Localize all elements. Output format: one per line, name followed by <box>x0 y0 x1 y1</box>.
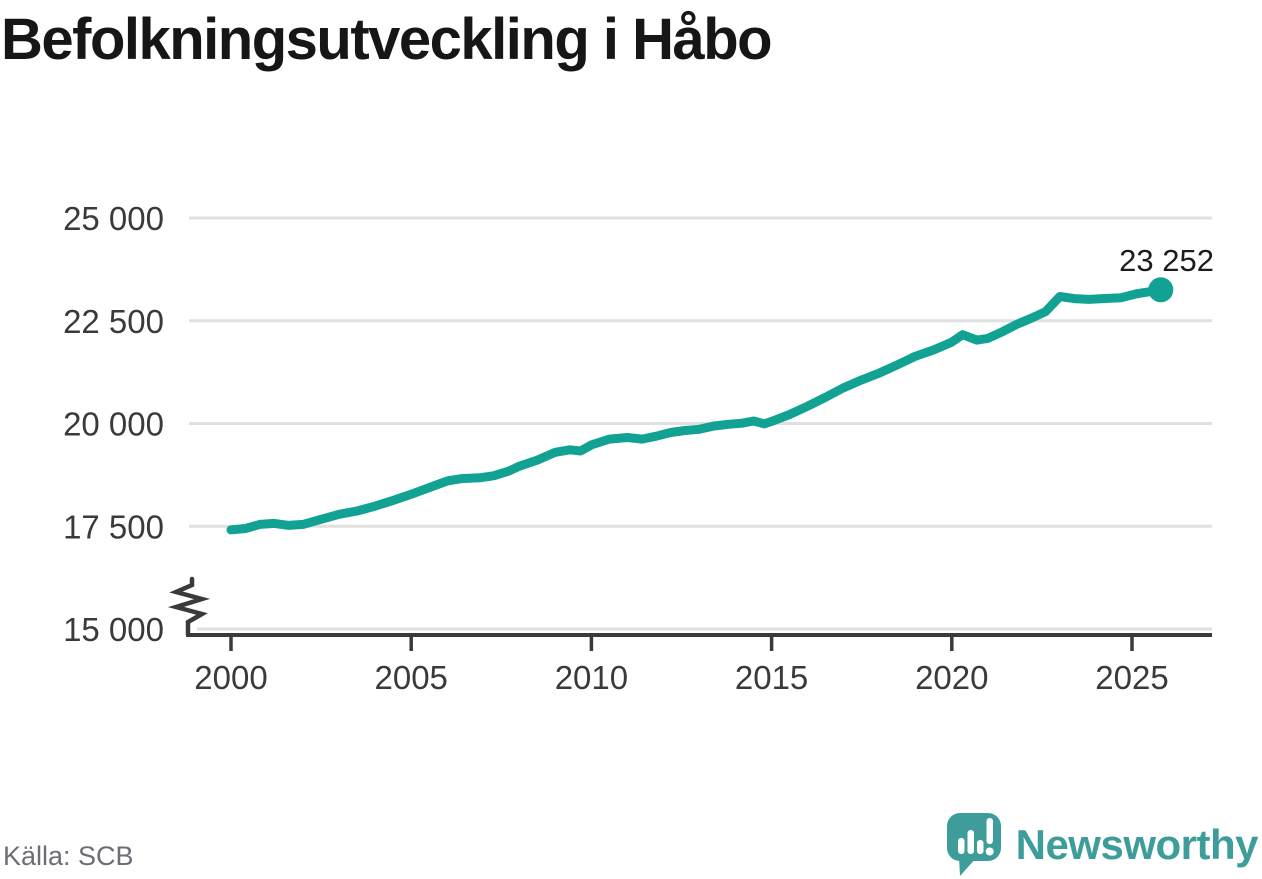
y-tick-label-20000: 20 000 <box>63 406 164 443</box>
source-note: Källa: SCB <box>3 841 134 871</box>
x-tick-label-2000: 2000 <box>194 659 267 696</box>
gridlines <box>189 216 1212 631</box>
chart-title: Befolkningsutveckling i Håbo <box>1 7 773 72</box>
y-tick-label-15000: 15 000 <box>63 611 164 648</box>
y-tick-label-17500: 17 500 <box>63 508 164 545</box>
population-series-line <box>226 285 1166 535</box>
x-tick-label-2010: 2010 <box>555 659 628 696</box>
x-tick-label-2005: 2005 <box>374 659 447 696</box>
newsworthy-speech-bubble-chart-icon <box>946 813 1001 876</box>
y-tick-label-22500: 22 500 <box>63 303 164 340</box>
y-axis-break-icon <box>167 576 211 637</box>
end-point-dot <box>1148 277 1174 303</box>
end-value-label: 23 252 <box>1119 243 1214 278</box>
y-tick-label-25000: 25 000 <box>63 200 164 237</box>
x-tick-label-2025: 2025 <box>1095 659 1168 696</box>
x-tick-label-2020: 2020 <box>915 659 988 696</box>
newsworthy-wordmark: Newsworthy <box>1015 821 1259 868</box>
x-tick-label-2015: 2015 <box>735 659 808 696</box>
newsworthy-logo: Newsworthy <box>946 813 1259 877</box>
x-ticks <box>229 637 1134 651</box>
